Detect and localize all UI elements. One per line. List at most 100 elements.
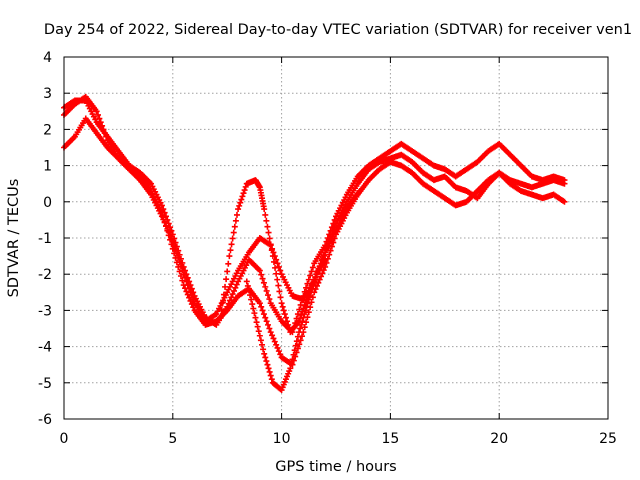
data-point — [158, 202, 165, 209]
data-point — [263, 358, 270, 365]
data-point — [312, 274, 319, 281]
data-point — [161, 209, 168, 216]
data-point — [289, 361, 296, 368]
data-point — [267, 241, 274, 248]
data-point — [274, 344, 281, 351]
data-point — [228, 241, 235, 248]
data-point — [309, 285, 316, 292]
data-point — [258, 271, 265, 278]
data-point — [236, 202, 243, 209]
data-point — [95, 111, 101, 118]
data-point — [285, 321, 292, 328]
data-point — [356, 187, 363, 194]
data-point — [244, 282, 251, 289]
data-point — [165, 232, 172, 239]
data-point — [176, 251, 183, 258]
data-point — [225, 260, 232, 267]
data-point — [187, 282, 194, 289]
data-point — [229, 291, 236, 298]
data-point — [218, 306, 225, 313]
data-point — [266, 325, 273, 332]
data-point — [248, 296, 255, 303]
data-point — [291, 347, 298, 354]
data-point — [279, 303, 286, 310]
data-point — [267, 329, 274, 336]
series-5 — [243, 187, 363, 394]
data-point — [304, 280, 311, 287]
data-point — [173, 259, 180, 266]
data-point — [275, 282, 282, 289]
data-point — [164, 216, 171, 223]
data-point — [232, 284, 239, 291]
y-tick-label: 1 — [43, 159, 52, 175]
data-point — [301, 324, 308, 331]
data-point — [190, 289, 197, 296]
data-point — [281, 311, 288, 318]
data-point — [243, 278, 250, 285]
data-point — [274, 260, 281, 267]
data-point — [269, 332, 276, 339]
data-point — [284, 318, 291, 325]
data-point — [256, 267, 263, 274]
data-point — [269, 253, 276, 260]
x-tick-label: 20 — [490, 431, 508, 447]
data-point — [222, 283, 229, 290]
data-point — [251, 310, 258, 317]
data-point — [305, 309, 312, 316]
data-point — [217, 314, 224, 321]
data-point — [182, 285, 189, 292]
data-point — [287, 365, 294, 372]
data-point — [232, 217, 239, 224]
data-point — [259, 307, 266, 314]
data-point — [172, 239, 179, 246]
data-point — [169, 245, 176, 252]
data-point — [233, 211, 240, 218]
data-point — [318, 273, 325, 280]
data-point — [275, 263, 282, 270]
data-point — [249, 301, 256, 308]
data-point — [299, 297, 305, 304]
data-point — [296, 329, 303, 336]
y-tick-label: 0 — [43, 195, 52, 211]
data-point — [235, 206, 242, 213]
data-point — [268, 376, 275, 383]
data-point — [319, 270, 326, 277]
data-point — [328, 224, 335, 231]
data-point — [266, 368, 273, 375]
data-point — [263, 318, 270, 325]
data-point — [277, 294, 284, 301]
data-point — [177, 255, 184, 262]
x-tick-label: 25 — [599, 431, 617, 447]
data-point — [165, 220, 172, 227]
x-tick-label: 0 — [60, 431, 69, 447]
data-point — [226, 253, 233, 260]
data-point — [292, 342, 299, 349]
y-tick-label: 3 — [43, 86, 52, 102]
y-axis-label: SDTVAR / TECUs — [6, 179, 22, 298]
data-point — [294, 333, 301, 340]
data-point — [173, 243, 180, 250]
data-point — [331, 216, 338, 223]
data-point — [306, 292, 313, 299]
data-point — [310, 282, 317, 289]
data-point — [262, 283, 269, 290]
data-point — [305, 296, 312, 303]
data-point — [171, 250, 178, 257]
data-point — [184, 291, 191, 298]
data-point — [307, 289, 314, 296]
data-point — [263, 287, 270, 294]
data-point — [223, 276, 230, 283]
data-point — [305, 276, 312, 283]
data-point — [180, 282, 187, 289]
data-point — [260, 279, 267, 286]
data-point — [183, 288, 190, 295]
data-point — [258, 303, 265, 310]
data-point — [302, 307, 309, 314]
data-point — [561, 177, 568, 184]
data-point — [167, 224, 174, 231]
data-point — [179, 277, 186, 284]
data-point — [278, 300, 285, 307]
data-point — [247, 292, 254, 299]
data-point — [270, 258, 277, 265]
data-point — [309, 264, 316, 271]
